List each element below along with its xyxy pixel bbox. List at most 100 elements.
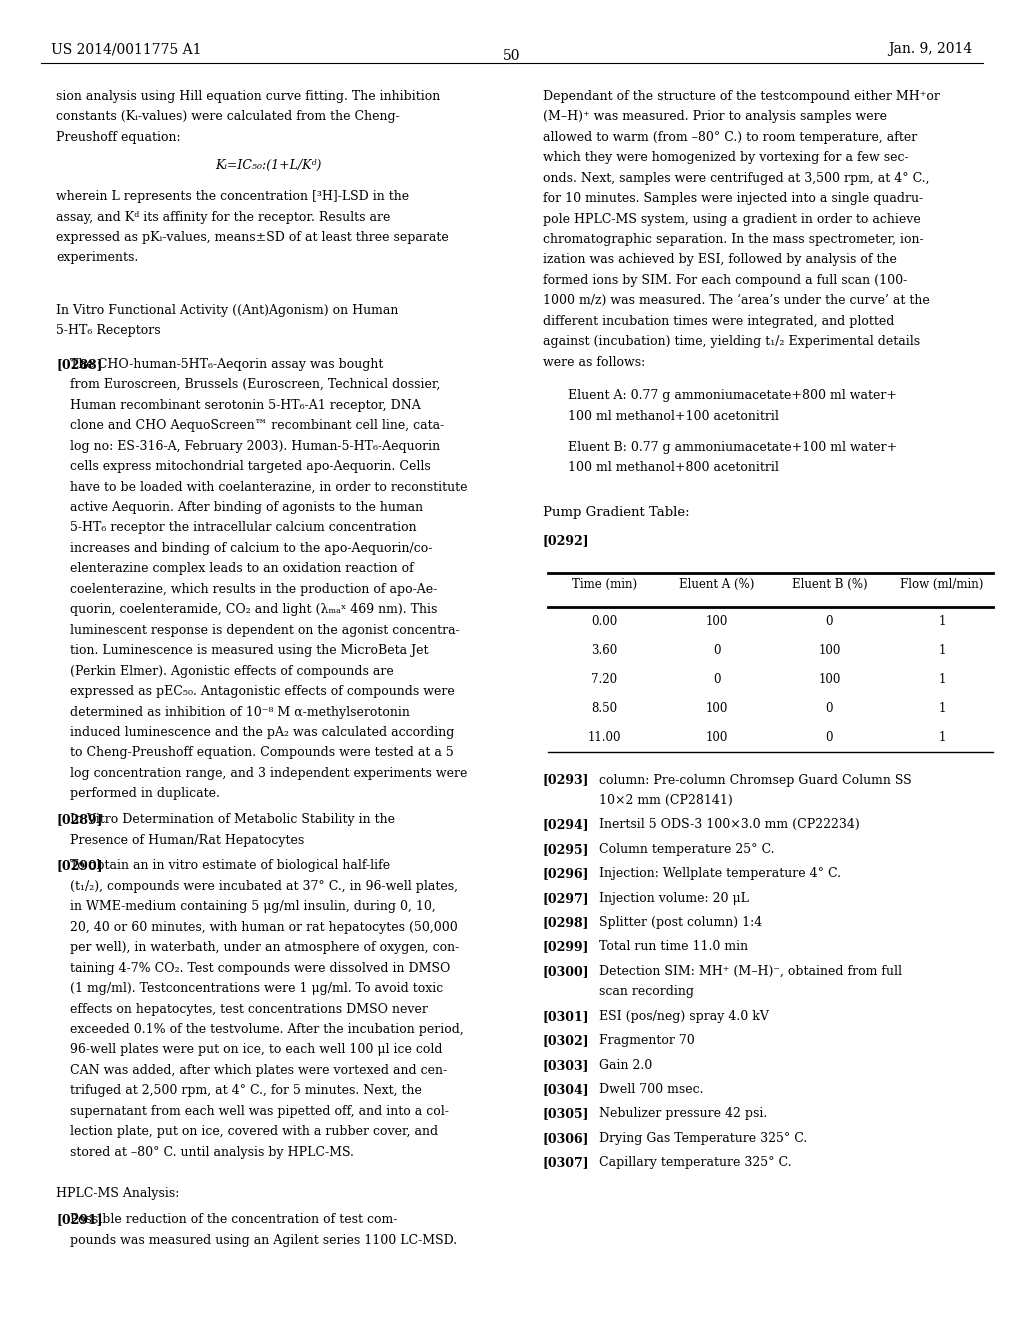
Text: 100: 100	[706, 702, 728, 715]
Text: against (incubation) time, yielding t₁/₂ Experimental details: against (incubation) time, yielding t₁/₂…	[543, 335, 920, 348]
Text: onds. Next, samples were centrifuged at 3,500 rpm, at 4° C.,: onds. Next, samples were centrifuged at …	[543, 172, 929, 185]
Text: 100: 100	[818, 673, 841, 686]
Text: sion analysis using Hill equation curve fitting. The inhibition: sion analysis using Hill equation curve …	[56, 90, 440, 103]
Text: expressed as pKᵢ-values, means±SD of at least three separate: expressed as pKᵢ-values, means±SD of at …	[56, 231, 450, 244]
Text: Capillary temperature 325° C.: Capillary temperature 325° C.	[599, 1156, 792, 1170]
Text: 3.60: 3.60	[591, 644, 617, 657]
Text: [0304]: [0304]	[543, 1082, 590, 1096]
Text: In Vitro Determination of Metabolic Stability in the: In Vitro Determination of Metabolic Stab…	[70, 813, 394, 826]
Text: [0303]: [0303]	[543, 1059, 589, 1072]
Text: constants (Kᵢ-values) were calculated from the Cheng-: constants (Kᵢ-values) were calculated fr…	[56, 110, 400, 123]
Text: log concentration range, and 3 independent experiments were: log concentration range, and 3 independe…	[70, 767, 467, 780]
Text: Eluent A: 0.77 g ammoniumacetate+800 ml water+: Eluent A: 0.77 g ammoniumacetate+800 ml …	[568, 389, 897, 403]
Text: for 10 minutes. Samples were injected into a single quadru-: for 10 minutes. Samples were injected in…	[543, 191, 923, 205]
Text: 0: 0	[825, 731, 834, 744]
Text: (Perkin Elmer). Agonistic effects of compounds are: (Perkin Elmer). Agonistic effects of com…	[70, 664, 393, 677]
Text: Detection SIM: MH⁺ (M–H)⁻, obtained from full: Detection SIM: MH⁺ (M–H)⁻, obtained from…	[599, 965, 902, 978]
Text: To obtain an in vitro estimate of biological half-life: To obtain an in vitro estimate of biolog…	[70, 859, 390, 873]
Text: exceeded 0.1% of the testvolume. After the incubation period,: exceeded 0.1% of the testvolume. After t…	[70, 1023, 464, 1036]
Text: supernatant from each well was pipetted off, and into a col-: supernatant from each well was pipetted …	[70, 1105, 449, 1118]
Text: active Aequorin. After binding of agonists to the human: active Aequorin. After binding of agonis…	[70, 500, 423, 513]
Text: Drying Gas Temperature 325° C.: Drying Gas Temperature 325° C.	[599, 1131, 807, 1144]
Text: ESI (pos/neg) spray 4.0 kV: ESI (pos/neg) spray 4.0 kV	[599, 1010, 769, 1023]
Text: lection plate, put on ice, covered with a rubber cover, and: lection plate, put on ice, covered with …	[70, 1125, 437, 1138]
Text: [0300]: [0300]	[543, 965, 590, 978]
Text: increases and binding of calcium to the apo-Aequorin/co-: increases and binding of calcium to the …	[70, 541, 432, 554]
Text: [0299]: [0299]	[543, 940, 589, 953]
Text: were as follows:: were as follows:	[543, 355, 645, 368]
Text: scan recording: scan recording	[599, 985, 694, 998]
Text: 100: 100	[706, 731, 728, 744]
Text: [0294]: [0294]	[543, 818, 590, 832]
Text: elenterazine complex leads to an oxidation reaction of: elenterazine complex leads to an oxidati…	[70, 562, 414, 576]
Text: tion. Luminescence is measured using the MicroBeta Jet: tion. Luminescence is measured using the…	[70, 644, 428, 657]
Text: 5-HT₆ receptor the intracellular calcium concentration: 5-HT₆ receptor the intracellular calcium…	[70, 521, 417, 535]
Text: [0289]: [0289]	[56, 813, 102, 826]
Text: have to be loaded with coelanterazine, in order to reconstitute: have to be loaded with coelanterazine, i…	[70, 480, 467, 494]
Text: [0305]: [0305]	[543, 1107, 589, 1121]
Text: pole HPLC-MS system, using a gradient in order to achieve: pole HPLC-MS system, using a gradient in…	[543, 213, 921, 226]
Text: 0: 0	[713, 673, 721, 686]
Text: Presence of Human/Rat Hepatocytes: Presence of Human/Rat Hepatocytes	[70, 833, 304, 846]
Text: Eluent B: 0.77 g ammoniumacetate+100 ml water+: Eluent B: 0.77 g ammoniumacetate+100 ml …	[568, 441, 898, 454]
Text: [0292]: [0292]	[543, 533, 590, 546]
Text: (t₁/₂), compounds were incubated at 37° C., in 96-well plates,: (t₁/₂), compounds were incubated at 37° …	[70, 879, 458, 892]
Text: [0301]: [0301]	[543, 1010, 590, 1023]
Text: pounds was measured using an Agilent series 1100 LC-MSD.: pounds was measured using an Agilent ser…	[70, 1233, 457, 1246]
Text: In Vitro Functional Activity ((Ant)Agonism) on Human: In Vitro Functional Activity ((Ant)Agoni…	[56, 304, 398, 317]
Text: from Euroscreen, Brussels (Euroscreen, Technical dossier,: from Euroscreen, Brussels (Euroscreen, T…	[70, 378, 440, 391]
Text: 100 ml methanol+100 acetonitril: 100 ml methanol+100 acetonitril	[568, 409, 779, 422]
Text: 1: 1	[938, 702, 946, 715]
Text: 96-well plates were put on ice, to each well 100 μl ice cold: 96-well plates were put on ice, to each …	[70, 1043, 442, 1056]
Text: taining 4-7% CO₂. Test compounds were dissolved in DMSO: taining 4-7% CO₂. Test compounds were di…	[70, 961, 450, 974]
Text: 1000 m/z) was measured. The ‘area’s under the curve’ at the: 1000 m/z) was measured. The ‘area’s unde…	[543, 294, 930, 308]
Text: 10×2 mm (CP28141): 10×2 mm (CP28141)	[599, 793, 733, 807]
Text: Kᵢ=IC₅₀:(1+L/Kᵈ): Kᵢ=IC₅₀:(1+L/Kᵈ)	[216, 158, 322, 172]
Text: effects on hepatocytes, test concentrations DMSO never: effects on hepatocytes, test concentrati…	[70, 1002, 427, 1015]
Text: (M–H)⁺ was measured. Prior to analysis samples were: (M–H)⁺ was measured. Prior to analysis s…	[543, 110, 887, 123]
Text: Eluent A (%): Eluent A (%)	[679, 578, 755, 591]
Text: 7.20: 7.20	[591, 673, 617, 686]
Text: [0306]: [0306]	[543, 1131, 589, 1144]
Text: which they were homogenized by vortexing for a few sec-: which they were homogenized by vortexing…	[543, 150, 908, 164]
Text: Splitter (post column) 1:4: Splitter (post column) 1:4	[599, 916, 762, 929]
Text: [0302]: [0302]	[543, 1034, 590, 1047]
Text: 1: 1	[938, 615, 946, 628]
Text: formed ions by SIM. For each compound a full scan (100-: formed ions by SIM. For each compound a …	[543, 273, 907, 286]
Text: Dependant of the structure of the testcompound either MH⁺or: Dependant of the structure of the testco…	[543, 90, 940, 103]
Text: HPLC-MS Analysis:: HPLC-MS Analysis:	[56, 1187, 179, 1200]
Text: Injection: Wellplate temperature 4° C.: Injection: Wellplate temperature 4° C.	[599, 867, 841, 880]
Text: 0: 0	[713, 644, 721, 657]
Text: [0293]: [0293]	[543, 774, 589, 787]
Text: Possible reduction of the concentration of test com-: Possible reduction of the concentration …	[70, 1213, 397, 1226]
Text: 5-HT₆ Receptors: 5-HT₆ Receptors	[56, 323, 161, 337]
Text: trifuged at 2,500 rpm, at 4° C., for 5 minutes. Next, the: trifuged at 2,500 rpm, at 4° C., for 5 m…	[70, 1084, 422, 1097]
Text: 1: 1	[938, 644, 946, 657]
Text: [0291]: [0291]	[56, 1213, 103, 1226]
Text: Human recombinant serotonin 5-HT₆-A1 receptor, DNA: Human recombinant serotonin 5-HT₆-A1 rec…	[70, 399, 421, 412]
Text: (1 mg/ml). Testconcentrations were 1 μg/ml. To avoid toxic: (1 mg/ml). Testconcentrations were 1 μg/…	[70, 982, 443, 995]
Text: 50: 50	[503, 49, 521, 63]
Text: US 2014/0011775 A1: US 2014/0011775 A1	[51, 42, 202, 57]
Text: 11.00: 11.00	[588, 731, 621, 744]
Text: Column temperature 25° C.: Column temperature 25° C.	[599, 842, 774, 855]
Text: The CHO-human-5HT₆-Aeqorin assay was bought: The CHO-human-5HT₆-Aeqorin assay was bou…	[70, 358, 383, 371]
Text: log no: ES-316-A, February 2003). Human-5-HT₆-Aequorin: log no: ES-316-A, February 2003). Human-…	[70, 440, 439, 453]
Text: [0288]: [0288]	[56, 358, 102, 371]
Text: Nebulizer pressure 42 psi.: Nebulizer pressure 42 psi.	[599, 1107, 767, 1121]
Text: 100 ml methanol+800 acetonitril: 100 ml methanol+800 acetonitril	[568, 461, 779, 474]
Text: stored at –80° C. until analysis by HPLC-MS.: stored at –80° C. until analysis by HPLC…	[70, 1146, 353, 1159]
Text: Eluent B (%): Eluent B (%)	[792, 578, 867, 591]
Text: to Cheng-Preushoff equation. Compounds were tested at a 5: to Cheng-Preushoff equation. Compounds w…	[70, 746, 454, 759]
Text: different incubation times were integrated, and plotted: different incubation times were integrat…	[543, 314, 894, 327]
Text: Injection volume: 20 μL: Injection volume: 20 μL	[599, 891, 749, 904]
Text: 0.00: 0.00	[591, 615, 617, 628]
Text: Dwell 700 msec.: Dwell 700 msec.	[599, 1082, 703, 1096]
Text: 100: 100	[706, 615, 728, 628]
Text: [0307]: [0307]	[543, 1156, 590, 1170]
Text: column: Pre-column Chromsep Guard Column SS: column: Pre-column Chromsep Guard Column…	[599, 774, 911, 787]
Text: luminescent response is dependent on the agonist concentra-: luminescent response is dependent on the…	[70, 623, 460, 636]
Text: Total run time 11.0 min: Total run time 11.0 min	[599, 940, 749, 953]
Text: allowed to warm (from –80° C.) to room temperature, after: allowed to warm (from –80° C.) to room t…	[543, 131, 916, 144]
Text: chromatographic separation. In the mass spectrometer, ion-: chromatographic separation. In the mass …	[543, 232, 924, 246]
